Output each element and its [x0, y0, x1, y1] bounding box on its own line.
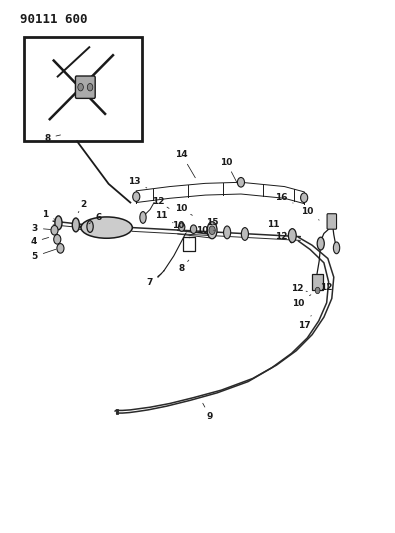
Bar [312, 274, 323, 290]
Text: 7: 7 [146, 273, 162, 287]
Text: 10: 10 [196, 227, 209, 235]
Text: 8: 8 [179, 260, 189, 273]
Text: 10: 10 [292, 295, 311, 308]
Circle shape [51, 225, 58, 235]
Circle shape [57, 244, 64, 253]
Text: 3: 3 [32, 224, 51, 232]
Ellipse shape [224, 226, 231, 239]
Text: 13: 13 [128, 177, 147, 188]
Circle shape [237, 177, 245, 187]
Text: 14: 14 [175, 150, 195, 178]
FancyBboxPatch shape [75, 76, 95, 99]
Circle shape [209, 226, 215, 235]
Text: 11: 11 [155, 211, 173, 223]
Ellipse shape [207, 222, 217, 239]
Ellipse shape [140, 212, 146, 223]
Text: 11: 11 [267, 221, 285, 232]
Ellipse shape [288, 229, 296, 243]
Ellipse shape [87, 221, 93, 232]
FancyBboxPatch shape [327, 214, 337, 229]
Text: 12: 12 [320, 283, 332, 292]
Ellipse shape [333, 242, 340, 254]
Ellipse shape [55, 216, 62, 230]
Circle shape [133, 192, 140, 201]
Circle shape [301, 193, 308, 203]
Ellipse shape [81, 217, 132, 238]
Text: 10: 10 [301, 207, 319, 220]
Text: 17: 17 [298, 316, 311, 330]
Text: 90111 600: 90111 600 [20, 13, 87, 26]
Text: 12: 12 [152, 197, 169, 208]
Circle shape [87, 84, 93, 91]
Text: 9: 9 [203, 403, 213, 421]
Ellipse shape [317, 237, 324, 250]
Text: 10: 10 [220, 158, 238, 184]
Text: 12: 12 [275, 232, 292, 243]
Text: 12: 12 [291, 284, 307, 293]
Circle shape [315, 287, 320, 294]
Text: 1: 1 [42, 210, 55, 220]
Text: 15: 15 [206, 219, 219, 231]
Circle shape [54, 235, 61, 244]
Text: 16: 16 [275, 193, 293, 203]
Text: 10: 10 [171, 221, 186, 233]
Text: 4: 4 [30, 237, 49, 246]
Text: 5: 5 [32, 249, 56, 261]
Ellipse shape [72, 218, 79, 232]
Circle shape [179, 223, 185, 231]
Text: 10: 10 [175, 205, 192, 215]
Circle shape [78, 84, 83, 91]
Ellipse shape [241, 228, 248, 240]
Circle shape [190, 225, 197, 233]
Text: 8: 8 [44, 134, 60, 142]
Text: 2: 2 [78, 200, 86, 213]
Text: 6: 6 [89, 213, 102, 224]
Bar [24, 37, 142, 141]
